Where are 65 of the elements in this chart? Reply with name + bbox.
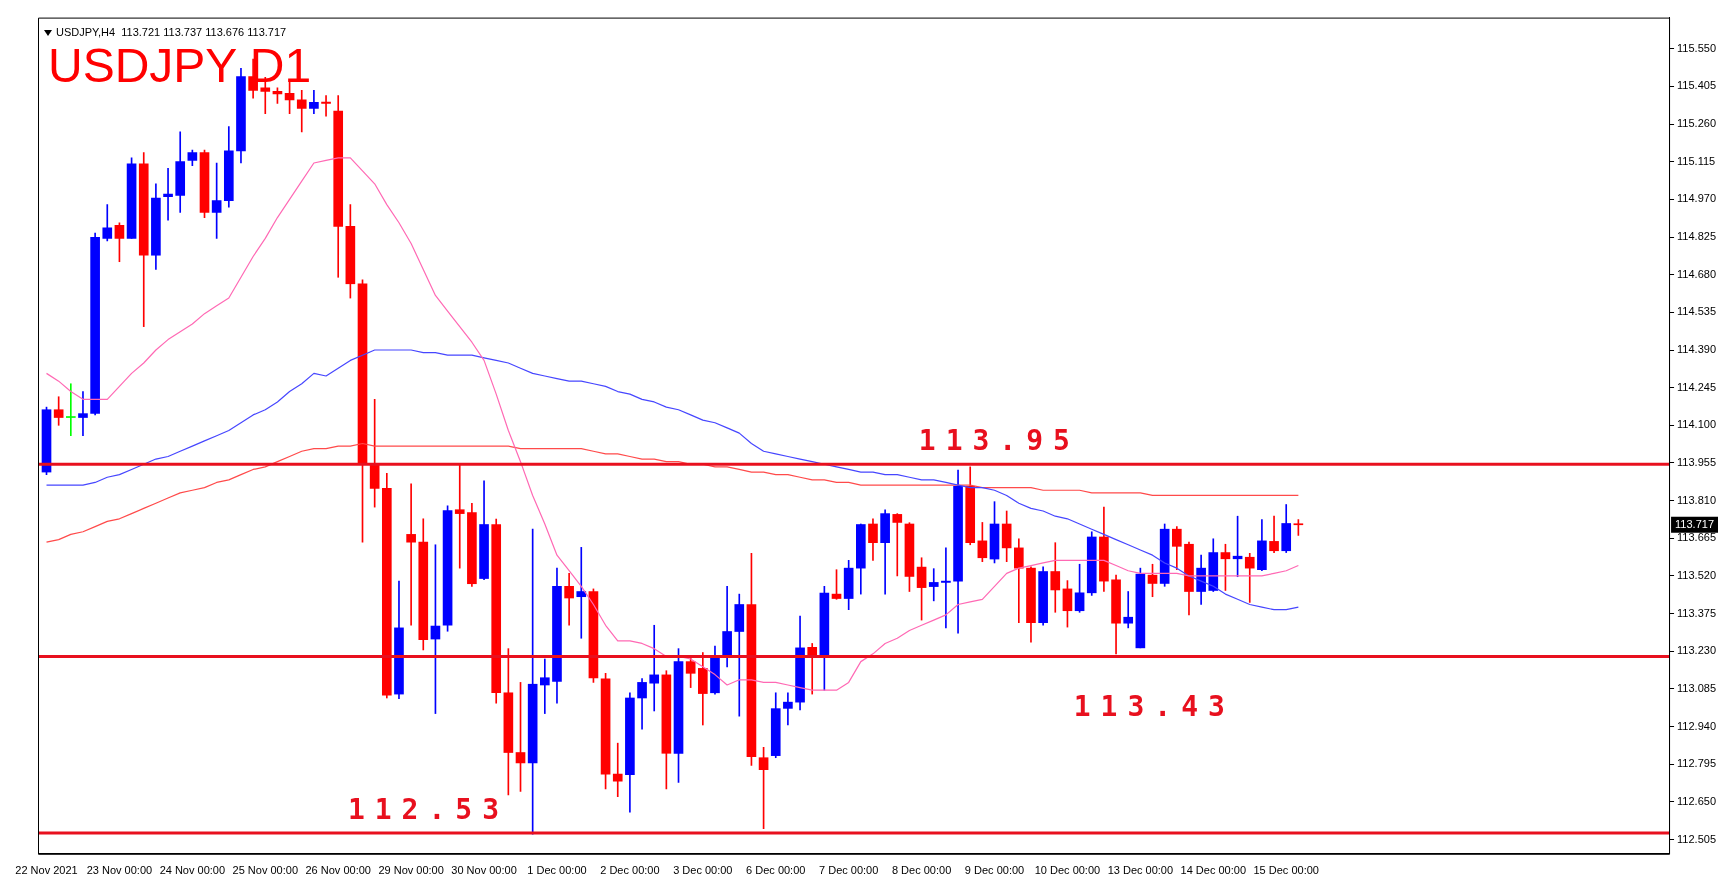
y-tick-label: 113.955 [1677, 456, 1717, 468]
candlestick [406, 483, 416, 626]
y-tick-label: 112.795 [1677, 757, 1717, 770]
candlestick [163, 167, 173, 221]
ref-line-label: 112.53 [347, 793, 510, 827]
text: USDJPY,H4 113.721 113.737 113.676 113.717 [56, 26, 287, 38]
y-tick-label: 114.535 [1677, 305, 1717, 318]
candlestick [454, 463, 465, 569]
x-tick-label: 24 Nov 00:00 [159, 864, 226, 877]
candlestick [892, 513, 903, 577]
x-tick-label: 26 Nov 00:00 [305, 864, 371, 877]
candlestick [1123, 591, 1134, 629]
x-tick-label: 13 Dec 00:00 [1107, 864, 1174, 877]
x-tick-label: 22 Nov 2021 [15, 864, 78, 877]
y-tick-label: 113.810 [1677, 493, 1717, 506]
candlestick [539, 658, 550, 714]
x-tick-label: 3 Dec 00:00 [673, 864, 733, 877]
y-tick-label: 112.940 [1677, 719, 1717, 732]
candlestick [941, 547, 951, 629]
x-tick-label: 9 Dec 00:00 [964, 864, 1025, 877]
y-tick-label: 114.390 [1677, 343, 1717, 356]
candlestick [576, 547, 587, 639]
x-tick-label: 8 Dec 00:00 [891, 864, 952, 877]
x-tick-label: 6 Dec 00:00 [746, 864, 806, 877]
y-tick-label: 113.230 [1677, 644, 1717, 657]
x-tick-label: 29 Nov 00:00 [378, 864, 444, 877]
x-tick-label: 30 Nov 00:00 [451, 864, 517, 877]
x-tick-label: 23 Nov 00:00 [86, 864, 153, 877]
candlestick [1013, 538, 1024, 624]
y-tick-label: 112.505 [1677, 832, 1717, 845]
y-tick-label: 115.405 [1677, 79, 1717, 92]
x-tick-label: 1 Dec 00:00 [527, 864, 587, 877]
candlestick [321, 95, 331, 117]
candlestick [783, 692, 793, 726]
annotation: 113.43 [1073, 689, 1235, 723]
y-tick-label: 114.245 [1677, 380, 1717, 393]
candlestick [78, 391, 88, 437]
candlestick [296, 89, 307, 133]
y-tick-label: 114.825 [1677, 230, 1717, 243]
x-tick-label: 25 Nov 00:00 [232, 864, 298, 877]
text: 113.717 [1675, 517, 1715, 530]
y-tick-label: 114.680 [1677, 267, 1717, 280]
y-tick-label: 113.375 [1677, 606, 1717, 619]
candlestick [612, 742, 623, 797]
y-tick-label: 115.260 [1677, 117, 1717, 130]
y-tick-label: 115.115 [1677, 154, 1716, 167]
x-tick-label: 15 Dec 00:00 [1253, 864, 1319, 877]
y-tick-label: 113.665 [1677, 531, 1717, 544]
candlestick [928, 568, 939, 602]
candlestick [807, 643, 818, 695]
x-tick-label: 10 Dec 00:00 [1034, 864, 1101, 877]
y-tick-label: 114.100 [1677, 418, 1717, 431]
y-tick-label: 113.085 [1677, 681, 1717, 694]
candlestick [65, 383, 76, 437]
y-tick-label: 112.650 [1677, 794, 1717, 807]
candlestick [564, 573, 574, 626]
y-tick-label: 113.520 [1677, 568, 1717, 581]
y-tick-label: 115.550 [1677, 41, 1717, 54]
chart-title: USDJPY D1 [48, 39, 312, 92]
y-tick-label: 114.970 [1677, 192, 1717, 205]
x-tick-label: 7 Dec 00:00 [819, 864, 879, 877]
x-tick-label: 2 Dec 00:00 [600, 864, 660, 877]
candlestick [649, 624, 660, 712]
ref-line-label: 113.95 [918, 424, 1080, 458]
x-tick-label: 14 Dec 00:00 [1180, 864, 1246, 877]
